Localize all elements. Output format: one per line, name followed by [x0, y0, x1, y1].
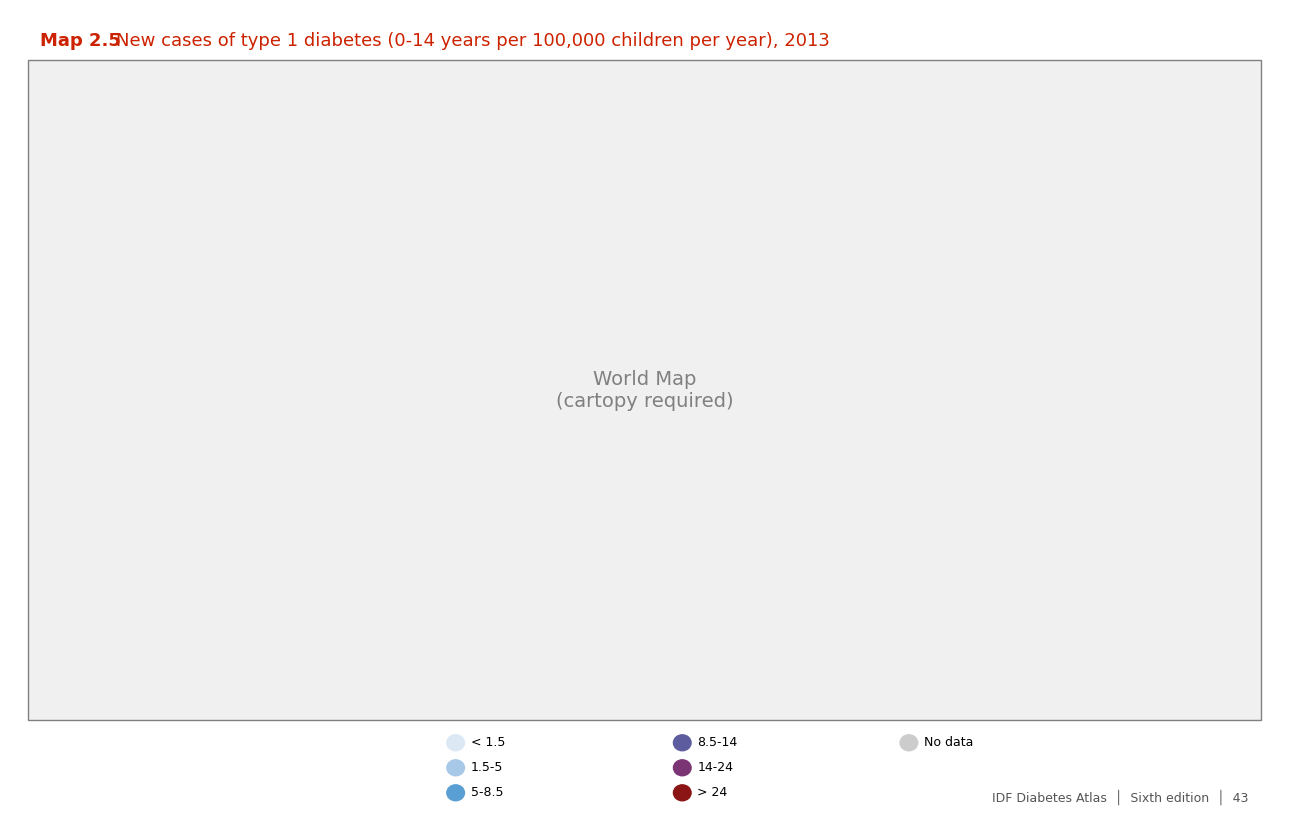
- Circle shape: [900, 735, 918, 751]
- Text: Map 2.5: Map 2.5: [40, 32, 121, 50]
- Text: < 1.5: < 1.5: [470, 736, 505, 749]
- Text: 1.5-5: 1.5-5: [470, 762, 503, 774]
- Text: 8.5-14: 8.5-14: [697, 736, 737, 749]
- Circle shape: [447, 735, 464, 751]
- Circle shape: [447, 760, 464, 776]
- Text: 5-8.5: 5-8.5: [470, 786, 503, 800]
- Circle shape: [447, 785, 464, 800]
- Text: 14-24: 14-24: [697, 762, 733, 774]
- Text: > 24: > 24: [697, 786, 727, 800]
- Text: World Map
(cartopy required): World Map (cartopy required): [556, 370, 733, 411]
- Text: No data: No data: [924, 736, 973, 749]
- Circle shape: [673, 785, 691, 800]
- Text: New cases of type 1 diabetes (0-14 years per 100,000 children per year), 2013: New cases of type 1 diabetes (0-14 years…: [116, 32, 830, 50]
- Text: IDF Diabetes Atlas  │  Sixth edition  │  43: IDF Diabetes Atlas │ Sixth edition │ 43: [993, 790, 1249, 805]
- Circle shape: [673, 760, 691, 776]
- Bar: [27, 60, 1262, 720]
- Circle shape: [673, 735, 691, 751]
